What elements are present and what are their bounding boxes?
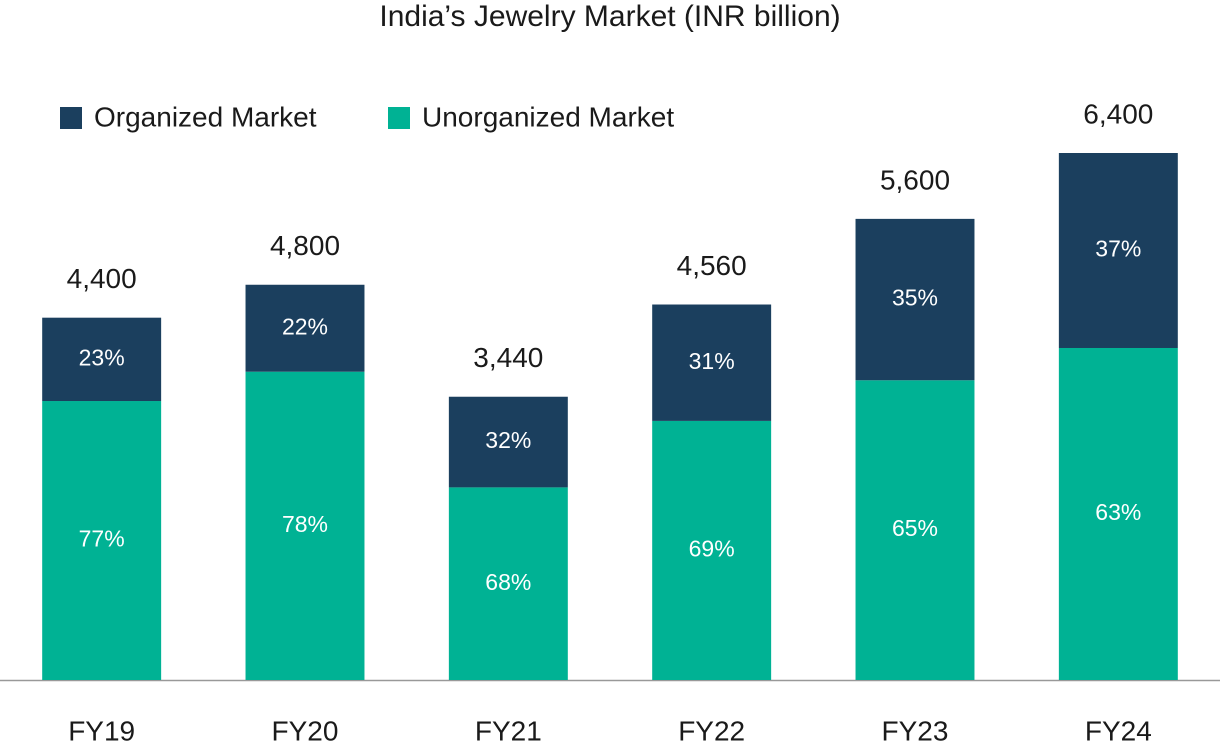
bar-segment bbox=[42, 317, 162, 402]
bar-segment bbox=[855, 218, 975, 381]
segment-label: 65% bbox=[892, 515, 938, 541]
bar-segment bbox=[855, 380, 975, 680]
segment-label: 37% bbox=[1095, 236, 1141, 262]
x-tick-label: FY20 bbox=[272, 715, 339, 745]
bar-segment bbox=[652, 304, 772, 421]
bar-segment bbox=[42, 401, 162, 680]
total-label: 6,400 bbox=[1083, 98, 1153, 129]
bar-segment bbox=[1058, 153, 1178, 348]
segment-label: 23% bbox=[79, 344, 125, 370]
bar-segment bbox=[245, 284, 365, 372]
total-label: 5,600 bbox=[880, 164, 950, 195]
bar-segment bbox=[245, 371, 365, 680]
segment-label: 32% bbox=[485, 427, 531, 453]
segment-label: 68% bbox=[485, 569, 531, 595]
legend-label: Unorganized Market bbox=[422, 101, 674, 132]
x-tick-label: FY23 bbox=[882, 715, 949, 745]
x-tick-label: FY19 bbox=[68, 715, 135, 745]
x-tick-label: FY21 bbox=[475, 715, 542, 745]
segment-label: 78% bbox=[282, 511, 328, 537]
x-tick-label: FY22 bbox=[678, 715, 745, 745]
bar-segment bbox=[448, 396, 568, 488]
legend-label: Organized Market bbox=[94, 101, 317, 132]
segment-label: 31% bbox=[689, 348, 735, 374]
segment-label: 35% bbox=[892, 285, 938, 311]
segment-label: 77% bbox=[79, 526, 125, 552]
legend-swatch bbox=[388, 107, 410, 129]
bar-segment bbox=[1058, 347, 1178, 680]
x-tick-label: FY24 bbox=[1085, 715, 1152, 745]
chart-title: India’s Jewelry Market (INR billion) bbox=[379, 0, 840, 33]
segment-label: 63% bbox=[1095, 499, 1141, 525]
total-label: 4,560 bbox=[677, 250, 747, 281]
total-label: 4,400 bbox=[67, 263, 137, 294]
segment-label: 22% bbox=[282, 313, 328, 339]
total-label: 4,800 bbox=[270, 230, 340, 261]
segment-label: 69% bbox=[689, 536, 735, 562]
total-label: 3,440 bbox=[473, 342, 543, 373]
bar-segment bbox=[652, 420, 772, 680]
legend-swatch bbox=[60, 107, 82, 129]
bar-segment bbox=[448, 487, 568, 680]
